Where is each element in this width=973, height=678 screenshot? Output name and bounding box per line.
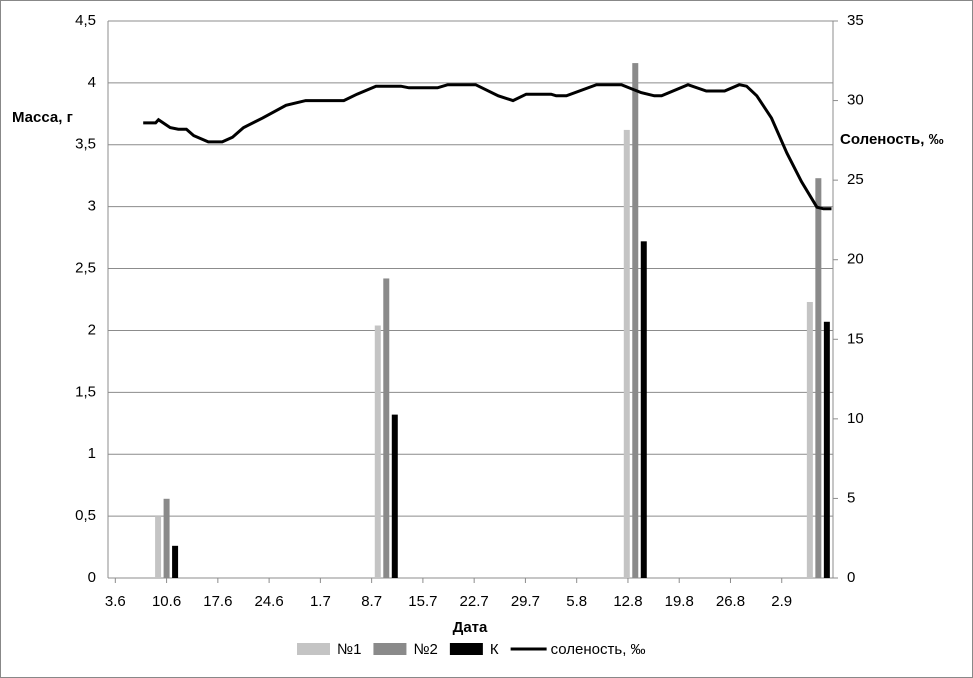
legend-label: К (490, 641, 499, 658)
legend-label: №1 (337, 641, 361, 658)
y-tick-label: 0 (88, 569, 96, 586)
bar (374, 325, 381, 578)
y-tick-label: 4,5 (75, 12, 96, 29)
x-tick-label: 17.6 (203, 593, 232, 610)
bar (172, 545, 179, 578)
y2-tick-label: 0 (847, 569, 855, 586)
x-tick-label: 8.7 (361, 593, 382, 610)
bar (815, 178, 822, 578)
y-tick-label: 4 (88, 74, 96, 91)
x-axis-title: Дата (453, 619, 488, 636)
x-tick-label: 1.7 (310, 593, 331, 610)
x-tick-label: 22.7 (460, 593, 489, 610)
bar (383, 278, 390, 578)
x-tick-label: 19.8 (665, 593, 694, 610)
y-tick-label: 3,5 (75, 136, 96, 153)
y-tick-label: 1,5 (75, 383, 96, 400)
legend-label: №2 (413, 641, 437, 658)
y-tick-label: 2 (88, 321, 96, 338)
legend-swatch (449, 643, 483, 655)
y2-tick-label: 25 (847, 171, 864, 188)
y2-axis-title: Соленость, ‰ (840, 131, 944, 148)
y2-tick-label: 35 (847, 12, 864, 29)
y-tick-label: 0,5 (75, 507, 96, 524)
bar (632, 63, 639, 578)
bar (823, 321, 830, 578)
legend-swatch (373, 643, 407, 655)
y-tick-label: 2,5 (75, 260, 96, 277)
legend-swatch (297, 643, 330, 655)
y2-tick-label: 15 (847, 330, 864, 347)
bar (806, 301, 813, 578)
y2-tick-label: 20 (847, 251, 864, 268)
x-tick-label: 15.7 (408, 593, 437, 610)
y2-tick-label: 5 (847, 489, 855, 506)
x-tick-label: 26.8 (716, 593, 745, 610)
x-tick-label: 24.6 (255, 593, 284, 610)
y2-tick-label: 10 (847, 410, 864, 427)
bar (623, 129, 630, 578)
x-tick-label: 12.8 (613, 593, 642, 610)
bar (163, 498, 170, 578)
x-tick-label: 2.9 (771, 593, 792, 610)
bar (391, 414, 398, 578)
y-tick-label: 3 (88, 198, 96, 215)
x-tick-label: 5.8 (566, 593, 587, 610)
legend-label: соленость, ‰ (551, 641, 646, 658)
salinity-line (143, 83, 832, 211)
x-tick-label: 29.7 (511, 593, 540, 610)
x-tick-label: 3.6 (105, 593, 126, 610)
x-tick-label: 10.6 (152, 593, 181, 610)
bar (640, 241, 647, 578)
y-tick-label: 1 (88, 445, 96, 462)
y-axis-title: Масса, г (12, 109, 73, 126)
y2-tick-label: 30 (847, 92, 864, 109)
bar (155, 516, 162, 578)
